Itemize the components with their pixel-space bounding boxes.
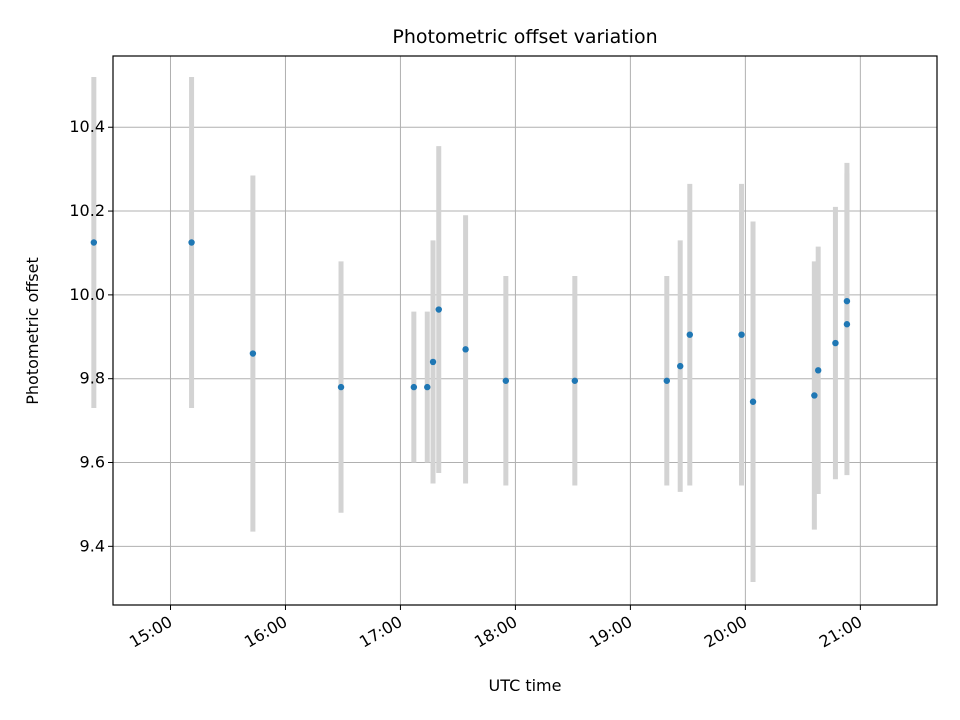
y-tick-label: 9.4 [80,536,105,555]
data-point [249,350,257,357]
data-point [663,377,671,384]
y-tick-label: 9.8 [80,369,105,388]
data-point [749,398,757,405]
grid [113,56,937,605]
data-point [738,331,745,338]
data-point [814,367,822,374]
y-tick-label: 10.0 [69,285,105,304]
data-point [502,377,510,384]
data-point [429,358,437,366]
plot-frame [112,55,938,606]
data-point [90,239,98,246]
y-tick-label: 10.2 [69,201,105,220]
data-point [677,362,684,370]
y-axis-label: Photometric offset [23,257,42,405]
data-point [843,297,851,305]
plot-area [113,56,937,605]
data-point [337,383,345,391]
data-point [686,331,693,338]
data-point [188,239,195,246]
data-point [832,339,839,347]
data-points [90,239,851,405]
data-point [811,392,818,399]
x-axis-label: UTC time [489,676,562,695]
y-tick-label: 10.4 [69,117,105,136]
data-point [462,346,469,353]
data-point [843,321,851,328]
data-point [410,383,418,391]
data-point [424,383,431,391]
data-point [435,306,442,313]
chart-title: Photometric offset variation [392,26,657,48]
y-axis-ticks: 9.4 9.6 9.8 10.0 10.2 10.4 [69,117,113,555]
y-tick-label: 9.6 [80,453,105,472]
data-point [571,377,579,384]
